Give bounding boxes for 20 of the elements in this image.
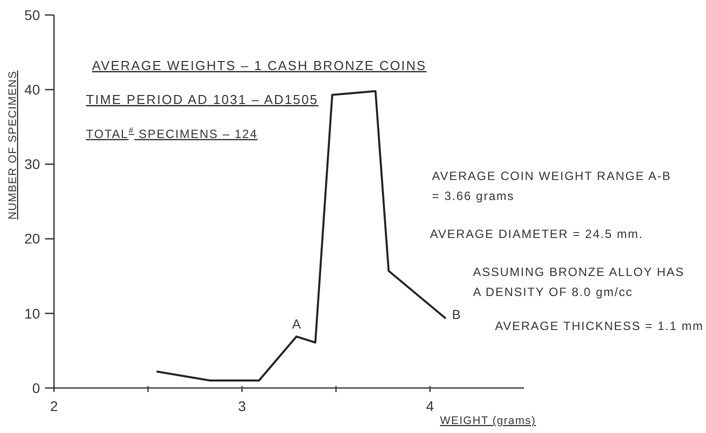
annotation: AVERAGE COIN WEIGHT RANGE A-B = 3.66 grams [432,169,672,203]
x-tick-label: 4 [426,398,434,414]
annotation: AVERAGE DIAMETER = 24.5 mm. [430,227,644,241]
y-tick-label: 10 [24,305,40,322]
annotation: A [292,316,302,332]
annotation: ASSUMING BRONZE ALLOY HAS A DENSITY OF 8.0 gm/cc [473,265,684,299]
y-tick-label: 40 [24,82,40,98]
annotation: B [452,306,461,322]
y-axis-title: NUMBER OF SPECIMENS [7,70,19,220]
y-tick-label: 30 [24,156,40,172]
x-tick-label: 2 [50,398,58,414]
y-tick-label: 50 [24,6,40,23]
text: TIME PERIOD AD 1031 – AD1505 [86,92,318,107]
y-tick-label: 0 [32,380,40,396]
text: AVERAGE WEIGHTS – 1 CASH BRONZE COINS [92,58,427,73]
y-tick-label: 20 [24,230,40,247]
annotation: AVERAGE THICKNESS = 1.1 mm [495,319,704,333]
x-tick-label: 3 [238,398,246,414]
x-axis-title: WEIGHT (grams) [440,415,536,427]
annotation: TOTAL$^{#}$ SPECIMENS – 124 [86,125,258,141]
